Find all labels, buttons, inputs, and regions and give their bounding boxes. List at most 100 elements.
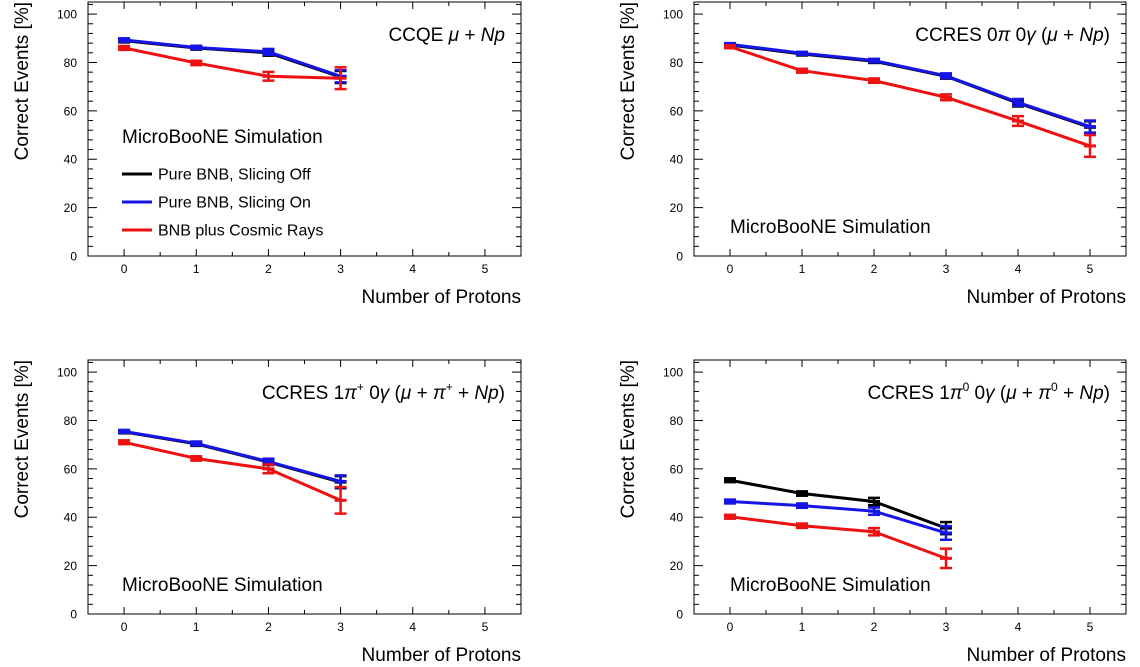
x-axis-label: Number of Protons [362,645,521,666]
y-tick-label: 0 [676,250,683,264]
error-bar [190,440,203,447]
y-axis-label: Correct Events [%] [12,2,33,160]
error-bar [940,524,952,541]
y-tick-label: 80 [670,56,684,70]
x-tick-label: 0 [121,620,128,634]
error-bar [724,44,736,50]
error-bar [190,59,203,67]
error-bar [796,502,808,510]
error-bar [118,428,131,435]
series-pure-bnb-slicing-off [118,429,347,490]
x-tick-label: 3 [337,620,344,634]
x-tick-label: 2 [871,262,878,276]
series-pure-bnb-slicing-on [118,37,347,84]
legend: Pure BNB, Slicing Off Pure BNB, Slicing O… [122,167,323,240]
error-bar [940,93,952,102]
series-line [729,45,1091,148]
series-line [123,440,342,502]
error-bar [262,70,275,82]
error-bar [796,522,808,530]
error-bar [1084,119,1096,134]
error-bar [190,455,203,462]
error-bar [118,439,131,446]
series-line [729,478,947,530]
y-tick-label: 60 [64,462,78,476]
error-bar [940,72,952,80]
x-tick-label: 4 [1015,262,1022,276]
y-tick-label: 40 [64,511,78,525]
x-tick-label: 1 [193,262,200,276]
error-bar [190,44,203,51]
series-pure-bnb-slicing-off [724,477,952,536]
y-tick-label: 0 [676,608,683,622]
series-bnb-plus-cosmic-rays [724,44,1096,159]
simulation-label: MicroBooNE Simulation [730,217,931,238]
y-tick-label: 20 [64,559,78,573]
error-bar [796,50,808,56]
legend-entry: BNB plus Cosmic Rays [158,223,323,240]
error-bar [868,506,880,517]
series-bnb-plus-cosmic-rays [724,513,952,570]
y-tick-label: 100 [57,366,77,380]
x-tick-label: 2 [265,620,272,634]
y-tick-label: 100 [663,8,683,22]
series-pure-bnb-slicing-on [118,428,347,489]
x-tick-label: 3 [337,262,344,276]
x-tick-label: 5 [482,620,489,634]
x-tick-label: 4 [1015,620,1022,634]
error-bar [1084,133,1096,159]
x-tick-label: 0 [727,262,734,276]
y-tick-label: 100 [663,366,683,380]
x-tick-label: 2 [265,262,272,276]
simulation-label: MicroBooNE Simulation [730,575,931,596]
x-tick-label: 3 [943,262,950,276]
panel-bottom-right: 0 1 2 3 4 5 0 20 40 60 80 100 Number of Protons Corre… [618,359,1127,666]
panel-title: CCRES 0π 0γ (μ + Np) [915,25,1110,46]
x-tick-label: 5 [1087,620,1094,634]
error-bar [868,526,880,537]
panel-top-left: 0 1 2 3 4 5 0 20 40 60 80 100 Number of Protons Corre… [12,1,522,308]
error-bar [796,67,808,74]
x-tick-label: 4 [409,620,416,634]
series-line [123,38,342,78]
x-axis-label: Number of Protons [967,645,1126,666]
y-axis-label: Correct Events [%] [618,2,639,160]
series-line [123,46,341,80]
y-tick-label: 80 [64,56,78,70]
error-bar [262,463,275,475]
error-bar [868,496,880,507]
error-bar [118,44,131,52]
error-bar [724,477,736,484]
panel-top-right: 0 1 2 3 4 5 0 20 40 60 80 100 Number of Protons Corre… [618,1,1127,308]
error-bar [334,66,347,91]
simulation-label: MicroBooNE Simulation [122,127,323,148]
y-tick-label: 0 [70,250,77,264]
panel-title: CCQE μ + Np [388,25,505,46]
x-tick-label: 2 [871,620,878,634]
error-bar [334,485,347,515]
legend-entry: Pure BNB, Slicing Off [158,167,311,184]
series-line [729,515,947,560]
y-tick-label: 20 [670,559,684,573]
error-bar [868,57,880,64]
series-line [123,39,342,79]
series-bnb-plus-cosmic-rays [118,439,347,515]
x-tick-label: 4 [409,262,416,276]
error-bar [940,547,952,570]
error-bar [796,490,808,497]
x-tick-label: 1 [799,262,806,276]
series-line [729,43,1091,129]
y-tick-label: 20 [64,201,78,215]
simulation-label: MicroBooNE Simulation [122,575,323,596]
series-pure-bnb-slicing-on [724,498,952,541]
y-tick-label: 40 [670,153,684,167]
y-tick-label: 60 [670,104,684,118]
x-tick-label: 0 [121,262,128,276]
error-bar [262,47,275,56]
legend-entry: Pure BNB, Slicing On [158,195,311,212]
error-bar [1012,97,1024,108]
x-axis-label: Number of Protons [362,287,521,308]
panel-title: CCRES 1π+ 0γ (μ + π+ + Np) [262,380,505,404]
error-bar [724,513,736,520]
series-line [123,430,341,484]
